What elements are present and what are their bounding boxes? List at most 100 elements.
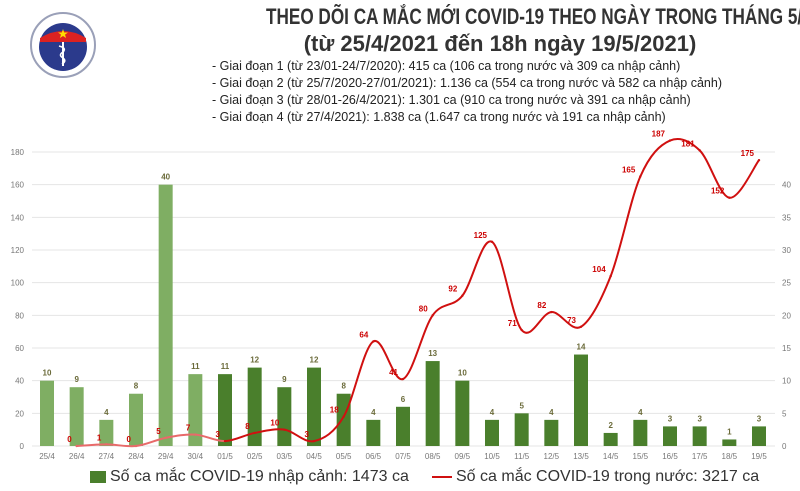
- line-segment: [106, 443, 137, 448]
- x-axis-tick: 28/4: [128, 452, 144, 461]
- bar: [366, 419, 381, 446]
- x-axis-tick: 05/5: [336, 452, 352, 461]
- line-segment: [195, 433, 226, 443]
- line-segment: [431, 295, 464, 316]
- line-data-label: 1: [97, 433, 102, 442]
- line-segment: [313, 416, 345, 443]
- x-axis-tick: 01/5: [217, 452, 233, 461]
- line-point: [372, 340, 375, 343]
- x-axis-tick: 29/4: [158, 452, 174, 461]
- right-axis-tick: 5: [782, 409, 787, 418]
- x-axis-tick: 18/5: [722, 452, 738, 461]
- bar: [752, 426, 766, 446]
- bar: [277, 387, 292, 446]
- line-point: [698, 149, 701, 152]
- line-point: [520, 328, 523, 332]
- legend-swatch-line: [432, 476, 452, 478]
- line-point: [253, 431, 256, 435]
- line-point: [105, 443, 108, 446]
- bar: [247, 367, 262, 446]
- x-axis-tick: 12/5: [544, 452, 560, 461]
- bar: [603, 432, 618, 446]
- left-axis-tick: 20: [15, 409, 24, 418]
- bar-data-label: 10: [43, 369, 52, 378]
- line-segment: [284, 428, 315, 443]
- right-axis-tick: 30: [782, 246, 791, 255]
- line-segment: [461, 240, 493, 297]
- x-axis-tick: 08/5: [425, 452, 441, 461]
- line-segment: [609, 176, 642, 277]
- line-data-label: 82: [537, 301, 546, 310]
- bar-data-label: 13: [428, 349, 437, 358]
- right-axis-tick: 25: [782, 279, 791, 288]
- line-segment: [491, 240, 523, 331]
- right-axis-tick: 0: [782, 442, 787, 451]
- bar-data-label: 3: [668, 414, 673, 423]
- x-axis-tick: 14/5: [603, 452, 619, 461]
- x-axis-tick: 11/5: [514, 452, 530, 461]
- line-point: [461, 294, 464, 297]
- legend-label-imported: Số ca mắc COVID-19 nhập cảnh: 1473 ca: [110, 468, 409, 485]
- line-segment: [402, 314, 434, 380]
- bar: [129, 393, 143, 446]
- line-data-label: 3: [305, 430, 310, 439]
- line-point: [283, 428, 286, 431]
- bar: [336, 393, 351, 446]
- line-segment: [520, 311, 552, 334]
- line-point: [757, 158, 761, 162]
- line-point: [194, 433, 197, 436]
- line-data-label: 104: [592, 265, 606, 274]
- bar: [455, 380, 470, 446]
- line-data-label: 18: [330, 406, 339, 415]
- x-axis-tick: 13/5: [573, 452, 589, 461]
- bar-data-label: 2: [608, 421, 613, 430]
- bar: [40, 380, 54, 446]
- bar: [425, 361, 440, 446]
- bar-data-label: 3: [697, 414, 702, 423]
- phase-note: - Giai đoạn 2 (từ 25/7/2020-27/01/2021):…: [212, 76, 722, 90]
- bar-data-label: 10: [458, 369, 467, 378]
- x-axis-tick: 06/5: [366, 452, 382, 461]
- x-axis-tick: 30/4: [188, 452, 204, 461]
- line-segment: [698, 149, 730, 199]
- line-point: [134, 444, 138, 448]
- bar: [69, 387, 84, 446]
- line-segment: [254, 428, 285, 434]
- line-point: [312, 439, 316, 443]
- line-segment: [580, 275, 612, 328]
- line-point: [728, 196, 731, 199]
- bar-data-label: 4: [638, 408, 643, 417]
- line-point: [401, 377, 405, 381]
- bar-data-label: 9: [282, 375, 287, 384]
- line-data-label: 152: [711, 187, 725, 196]
- line-data-label: 71: [508, 319, 517, 328]
- line-segment: [729, 159, 760, 199]
- bar: [218, 374, 232, 446]
- line-point: [342, 415, 345, 418]
- line-point: [639, 175, 642, 178]
- right-axis-tick: 10: [782, 377, 791, 386]
- bar-data-label: 1: [727, 427, 732, 436]
- x-axis-tick: 15/5: [633, 452, 649, 461]
- x-axis-tick: 26/4: [69, 452, 85, 461]
- line-data-label: 181: [681, 139, 695, 148]
- line-point: [550, 310, 553, 314]
- bar-data-label: 8: [134, 382, 139, 391]
- bar: [485, 419, 499, 446]
- chart-title: THEO DÕI CA MẮC MỚI COVID-19 THEO NGÀY T…: [266, 4, 800, 29]
- ministry-of-health-logo: [28, 10, 98, 85]
- x-axis-tick: 25/4: [39, 452, 55, 461]
- right-axis-tick: 40: [782, 181, 791, 190]
- bar-data-label: 4: [371, 408, 376, 417]
- left-axis-tick: 100: [11, 279, 25, 288]
- line-data-label: 8: [245, 422, 250, 431]
- line-segment: [76, 443, 107, 447]
- line-segment: [224, 431, 255, 443]
- line-data-label: 3: [216, 430, 221, 439]
- line-data-label: 80: [419, 304, 428, 313]
- bar-data-label: 14: [577, 343, 586, 352]
- bar-data-label: 6: [401, 395, 406, 404]
- bar-data-label: 8: [341, 382, 346, 391]
- line-point: [490, 240, 494, 244]
- left-axis-tick: 160: [11, 181, 25, 190]
